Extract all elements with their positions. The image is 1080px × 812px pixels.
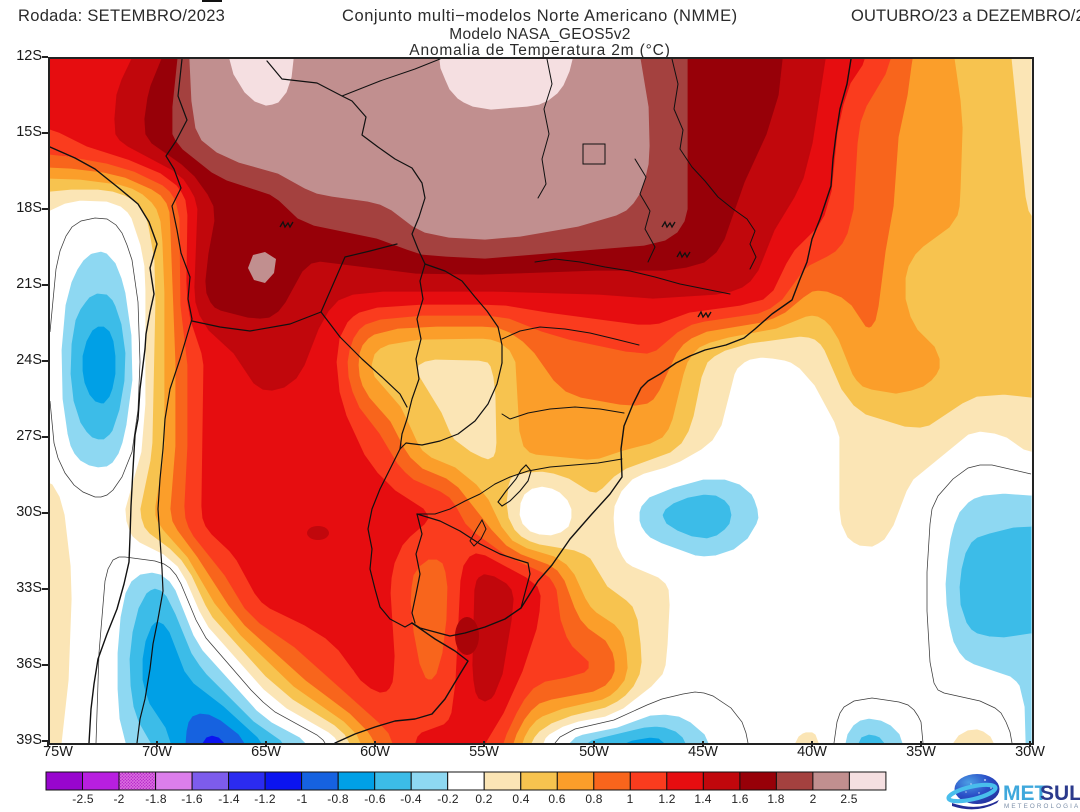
svg-text:METEOROLOGIA: METEOROLOGIA: [1004, 803, 1080, 810]
svg-text:SUL: SUL: [1040, 782, 1080, 805]
svg-text:MET: MET: [1003, 782, 1048, 805]
